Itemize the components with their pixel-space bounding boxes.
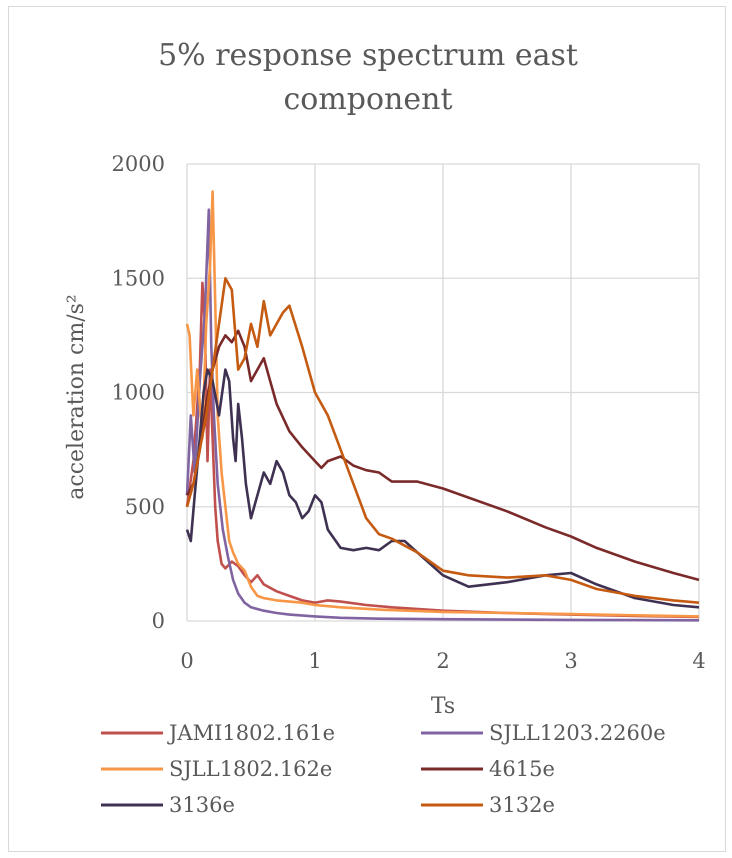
y-tick-label: 1500 — [112, 266, 165, 290]
series-line-3 — [185, 329, 700, 582]
x-axis-label: Ts — [431, 694, 455, 719]
x-tick-label: 2 — [436, 649, 449, 673]
legend-label-3: 4615e — [489, 757, 555, 781]
legend-label-4: 3136e — [169, 793, 235, 817]
legend-label-2: SJLL1802.162e — [169, 757, 332, 781]
y-axis-ticks: 0 500 1000 1500 2000 — [112, 152, 165, 633]
series-line-1 — [185, 208, 700, 622]
chart-frame: 5% response spectrum east component 0 500… — [8, 6, 726, 852]
gridlines — [186, 163, 700, 622]
x-tick-label: 0 — [180, 649, 193, 673]
chart-title-line-2: component — [283, 82, 452, 117]
series-lines — [185, 190, 700, 622]
line-chart: 5% response spectrum east component 0 500… — [64, 38, 706, 817]
x-tick-label: 4 — [692, 649, 705, 673]
legend-label-5: 3132e — [489, 793, 555, 817]
series-line-2 — [185, 190, 700, 618]
x-tick-label: 3 — [564, 649, 577, 673]
x-axis-ticks: 0 1 2 3 4 — [180, 649, 705, 673]
series-line-4 — [185, 368, 700, 609]
series-line-0 — [185, 281, 700, 619]
legend-label-0: JAMI1802.161e — [167, 721, 335, 745]
legend-label-1: SJLL1203.2260e — [489, 721, 666, 745]
y-axis-label: acceleration cm/s² — [64, 294, 89, 499]
y-tick-label: 1000 — [112, 381, 165, 405]
x-tick-label: 1 — [308, 649, 321, 673]
y-tick-label: 2000 — [112, 152, 165, 176]
y-tick-label: 0 — [152, 609, 165, 633]
chart-title-line-1: 5% response spectrum east — [158, 38, 578, 73]
legend: JAMI1802.161e SJLL1203.2260e SJLL1802.162e… — [101, 721, 666, 817]
y-tick-label: 500 — [125, 495, 165, 519]
series-line-5 — [185, 276, 700, 604]
